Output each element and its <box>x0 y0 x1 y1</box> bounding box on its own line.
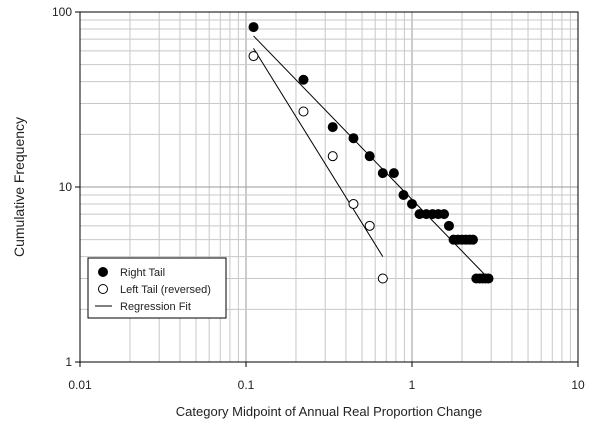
x-tick-label: 0.01 <box>68 378 92 392</box>
right-tail-point <box>443 220 454 231</box>
right-tail-point <box>377 168 388 179</box>
x-tick-label: 0.1 <box>238 378 255 392</box>
y-tick-label: 100 <box>52 5 72 19</box>
right-tail-point <box>248 22 259 33</box>
legend-label: Right Tail <box>120 267 165 279</box>
legend-filled-marker <box>98 267 108 277</box>
right-tail-point <box>483 273 494 284</box>
x-axis-title: Category Midpoint of Annual Real Proport… <box>176 404 482 419</box>
y-tick-label: 1 <box>65 355 72 369</box>
right-tail-point <box>327 122 338 133</box>
right-tail-point <box>467 234 478 245</box>
left-tail-point <box>348 198 359 209</box>
regression-fit-line <box>253 48 384 257</box>
data-points <box>248 22 494 284</box>
right-tail-point <box>439 209 450 220</box>
legend-label: Left Tail (reversed) <box>120 284 211 296</box>
left-tail-point <box>327 151 338 162</box>
left-tail-point <box>298 106 309 117</box>
legend: Right Tail Left Tail (reversed) Regression… <box>87 257 227 319</box>
legend-label: Regression Fit <box>120 301 191 313</box>
x-tick-label: 10 <box>571 378 585 392</box>
right-tail-point <box>298 74 309 85</box>
right-tail-point <box>348 133 359 144</box>
left-tail-point <box>248 51 259 62</box>
y-tick-label: 10 <box>59 180 73 194</box>
right-tail-point <box>388 168 399 179</box>
x-tick-label: 1 <box>409 378 416 392</box>
legend-box <box>87 257 227 319</box>
legend-open-marker <box>98 284 108 294</box>
right-tail-point <box>398 190 409 201</box>
grid <box>80 12 578 362</box>
axes: 0.01 0.1 1 10 1 10 100 <box>52 5 585 392</box>
right-tail-point <box>407 198 417 209</box>
left-tail-point <box>377 273 388 284</box>
left-tail-point <box>364 220 375 231</box>
y-axis-title: Cumulative Frequency <box>11 117 27 257</box>
right-tail-point <box>364 151 375 162</box>
